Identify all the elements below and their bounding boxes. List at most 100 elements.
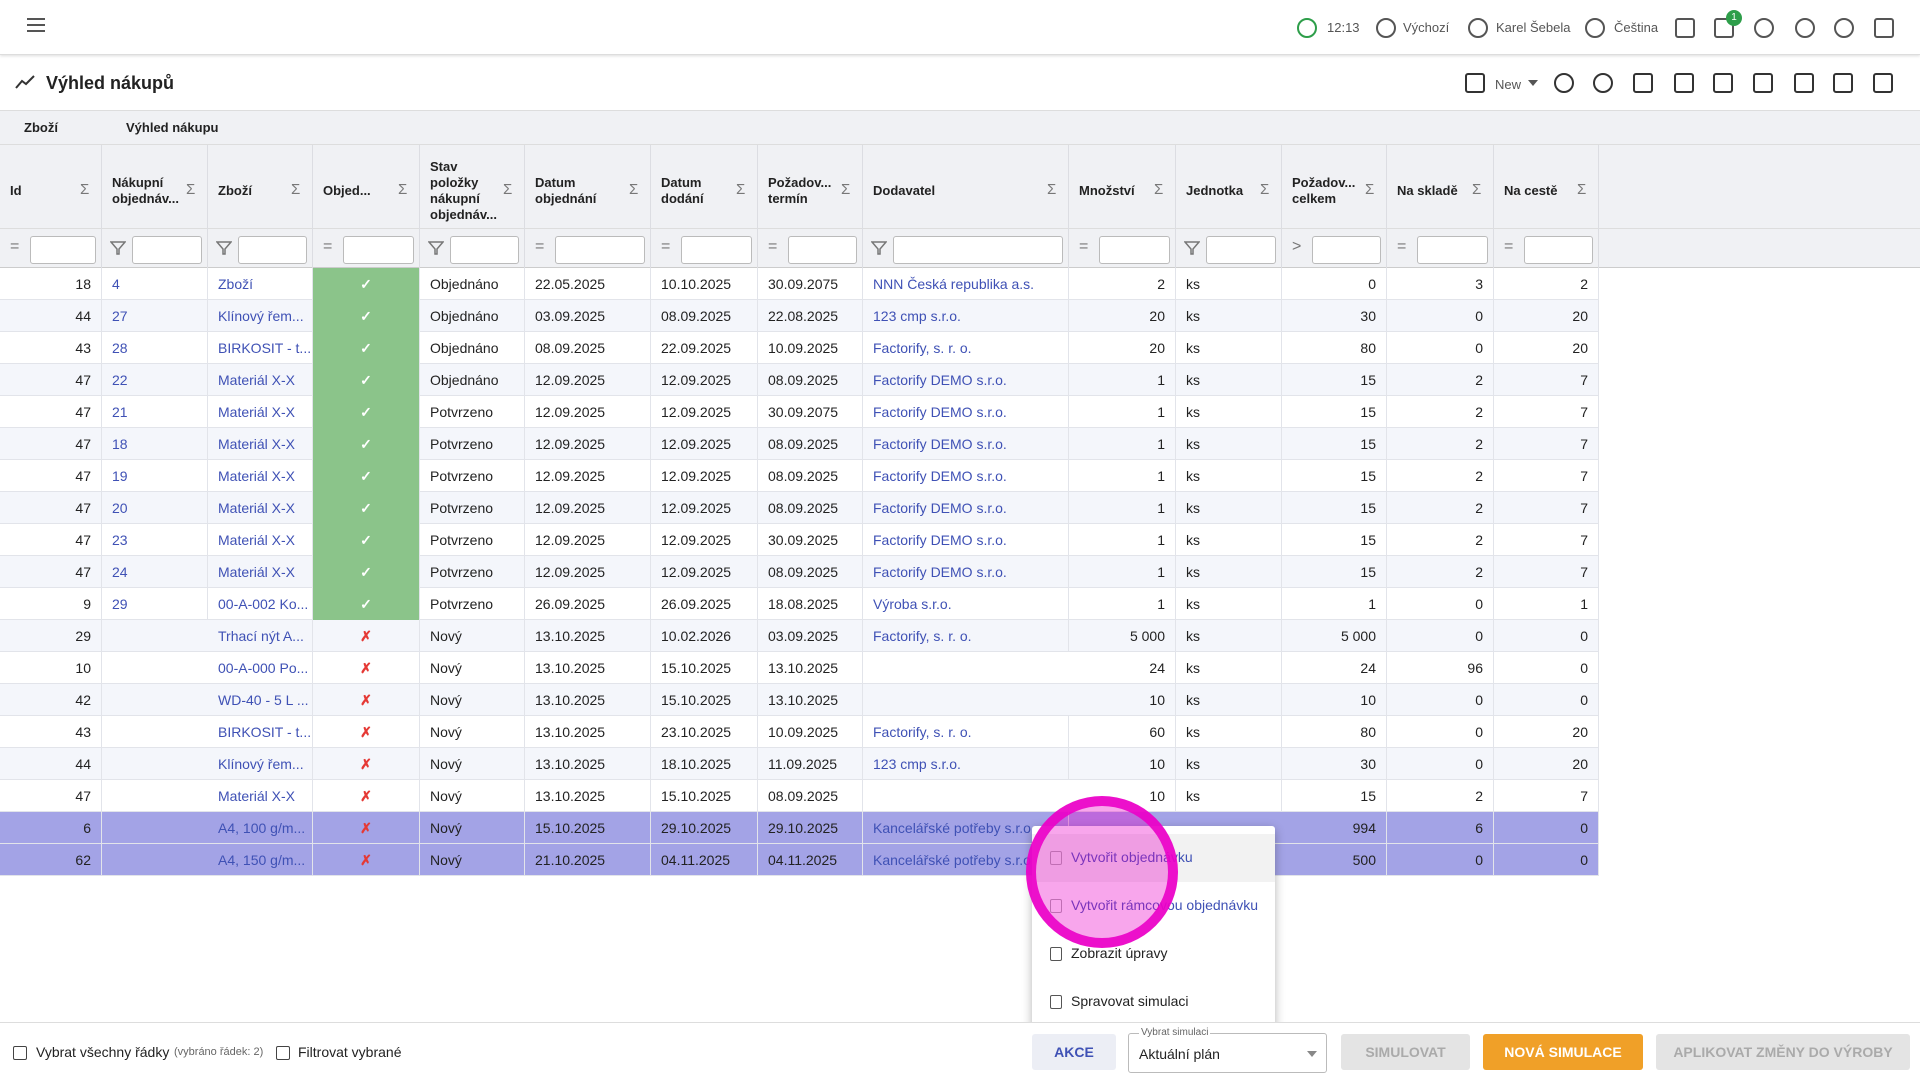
filter-input[interactable] bbox=[681, 236, 752, 264]
cell[interactable]: Klínový řem... bbox=[208, 748, 313, 780]
cell[interactable]: Klínový řem... bbox=[208, 300, 313, 332]
column-title[interactable]: Nákupní objednáv... bbox=[112, 159, 182, 223]
table-row[interactable]: 4718Materiál X-X✓Potvrzeno12.09.202512.0… bbox=[0, 428, 1599, 460]
reset-button[interactable] bbox=[1593, 73, 1613, 93]
print-button[interactable] bbox=[1873, 73, 1893, 93]
cell[interactable]: 19 bbox=[102, 460, 208, 492]
filter-input[interactable] bbox=[1206, 236, 1276, 264]
cell[interactable]: NNN Česká republika a.s. bbox=[863, 268, 1069, 300]
filter-input[interactable] bbox=[132, 236, 202, 264]
table-row[interactable]: 4722Materiál X-X✓Objednáno12.09.202512.0… bbox=[0, 364, 1599, 396]
table-row[interactable]: 42WD-40 - 5 L ...✗Nový13.10.202515.10.20… bbox=[0, 684, 1599, 716]
column-title[interactable]: Požadov... celkem bbox=[1292, 159, 1361, 223]
select-all[interactable]: Vybrat všechny řádky bbox=[36, 1044, 169, 1060]
column-title[interactable]: Datum objednání bbox=[535, 159, 625, 223]
help-button[interactable] bbox=[1795, 18, 1815, 38]
table-row[interactable]: 29Trhací nýt A...✗Nový13.10.202510.02.20… bbox=[0, 620, 1599, 652]
cell[interactable]: Materiál X-X bbox=[208, 556, 313, 588]
simulate-button[interactable]: SIMULOVAT bbox=[1341, 1034, 1470, 1070]
cell[interactable]: WD-40 - 5 L ... bbox=[208, 684, 313, 716]
table-row[interactable]: 47Materiál X-X✗Nový13.10.202515.10.20250… bbox=[0, 780, 1599, 812]
cell[interactable]: Materiál X-X bbox=[208, 460, 313, 492]
table-row[interactable]: 4724Materiál X-X✓Potvrzeno12.09.202512.0… bbox=[0, 556, 1599, 588]
cell[interactable]: 22 bbox=[102, 364, 208, 396]
cell[interactable]: Factorify, s. r. o. bbox=[863, 716, 1069, 748]
filter-input[interactable] bbox=[343, 236, 414, 264]
actions-button[interactable]: AKCE bbox=[1032, 1034, 1116, 1070]
layout-button[interactable] bbox=[1713, 73, 1733, 93]
table-row[interactable]: 6A4, 100 g/m...✗Nový15.10.202529.10.2025… bbox=[0, 812, 1599, 844]
table-row[interactable]: 4427Klínový řem...✓Objednáno03.09.202508… bbox=[0, 300, 1599, 332]
cell[interactable]: Materiál X-X bbox=[208, 364, 313, 396]
language[interactable]: Čeština bbox=[1614, 20, 1658, 35]
cell[interactable]: 24 bbox=[102, 556, 208, 588]
apply-button[interactable]: APLIKOVAT ZMĚNY DO VÝROBY bbox=[1656, 1034, 1910, 1070]
column-title[interactable]: Datum dodání bbox=[661, 159, 732, 223]
logout-button[interactable] bbox=[1874, 18, 1894, 38]
cell[interactable]: Materiál X-X bbox=[208, 524, 313, 556]
table-row[interactable]: 44Klínový řem...✗Nový13.10.202518.10.202… bbox=[0, 748, 1599, 780]
table-row[interactable]: 4720Materiál X-X✓Potvrzeno12.09.202512.0… bbox=[0, 492, 1599, 524]
cell[interactable]: Factorify DEMO s.r.o. bbox=[863, 364, 1069, 396]
column-title[interactable]: Požadov... termín bbox=[768, 159, 837, 223]
view-select[interactable]: New bbox=[1495, 77, 1521, 92]
cell[interactable]: Materiál X-X bbox=[208, 780, 313, 812]
cell[interactable]: 20 bbox=[102, 492, 208, 524]
column-title[interactable]: Na skladě bbox=[1397, 159, 1468, 223]
menu-item[interactable]: Spravovat simulaci bbox=[1032, 978, 1275, 1026]
cell[interactable]: BIRKOSIT - t... bbox=[208, 716, 313, 748]
table-row[interactable]: 4721Materiál X-X✓Potvrzeno12.09.202512.0… bbox=[0, 396, 1599, 428]
cell[interactable]: BIRKOSIT - t... bbox=[208, 332, 313, 364]
cell[interactable]: 21 bbox=[102, 396, 208, 428]
filter-selected[interactable]: Filtrovat vybrané bbox=[298, 1044, 401, 1060]
cell[interactable]: 18 bbox=[102, 428, 208, 460]
cell[interactable]: Factorify DEMO s.r.o. bbox=[863, 428, 1069, 460]
filter-input[interactable] bbox=[1099, 236, 1170, 264]
cell[interactable]: Zboží bbox=[208, 268, 313, 300]
table-row[interactable]: 62A4, 150 g/m...✗Nový21.10.202504.11.202… bbox=[0, 844, 1599, 876]
cell[interactable]: Factorify DEMO s.r.o. bbox=[863, 524, 1069, 556]
filter-input[interactable] bbox=[30, 236, 96, 264]
filter-input[interactable] bbox=[1312, 236, 1381, 264]
cell[interactable]: A4, 100 g/m... bbox=[208, 812, 313, 844]
cell[interactable]: 27 bbox=[102, 300, 208, 332]
filter-input[interactable] bbox=[1417, 236, 1488, 264]
column-title[interactable]: Id bbox=[10, 159, 76, 223]
delete-button[interactable] bbox=[1633, 73, 1653, 93]
simulation-select[interactable]: Vybrat simulaci Aktuální plán bbox=[1128, 1033, 1327, 1073]
cell[interactable]: 00-A-000 Po... bbox=[208, 652, 313, 684]
filter-input[interactable] bbox=[788, 236, 857, 264]
menu-button[interactable] bbox=[27, 18, 45, 32]
table-row[interactable]: 4328BIRKOSIT - t...✓Objednáno08.09.20252… bbox=[0, 332, 1599, 364]
new-simulation-button[interactable]: NOVÁ SIMULACE bbox=[1483, 1034, 1643, 1070]
cell[interactable]: 23 bbox=[102, 524, 208, 556]
filter-input[interactable] bbox=[1524, 236, 1593, 264]
table-row[interactable]: 92900-A-002 Ko...✓Potvrzeno26.09.202526.… bbox=[0, 588, 1599, 620]
cell[interactable]: Factorify, s. r. o. bbox=[863, 620, 1069, 652]
cell[interactable]: A4, 150 g/m... bbox=[208, 844, 313, 876]
cell[interactable]: Materiál X-X bbox=[208, 492, 313, 524]
columns-button[interactable] bbox=[1674, 73, 1694, 93]
checkbox[interactable] bbox=[276, 1046, 290, 1060]
cell[interactable]: Materiál X-X bbox=[208, 396, 313, 428]
column-title[interactable]: Objed... bbox=[323, 159, 394, 223]
profile[interactable]: Výchozí bbox=[1403, 20, 1449, 35]
cell[interactable]: Factorify DEMO s.r.o. bbox=[863, 460, 1069, 492]
checkbox[interactable] bbox=[13, 1046, 27, 1060]
column-title[interactable]: Dodavatel bbox=[873, 159, 1043, 223]
cell[interactable]: 29 bbox=[102, 588, 208, 620]
download-button[interactable] bbox=[1833, 73, 1853, 93]
cell[interactable]: Výroba s.r.o. bbox=[863, 588, 1069, 620]
cell[interactable]: 28 bbox=[102, 332, 208, 364]
cell[interactable]: Factorify DEMO s.r.o. bbox=[863, 492, 1069, 524]
table-row[interactable]: 4719Materiál X-X✓Potvrzeno12.09.202512.0… bbox=[0, 460, 1599, 492]
column-title[interactable]: Množství bbox=[1079, 159, 1150, 223]
cell[interactable]: Trhací nýt A... bbox=[208, 620, 313, 652]
column-title[interactable]: Na cestě bbox=[1504, 159, 1573, 223]
settings-button[interactable] bbox=[1554, 73, 1574, 93]
cell[interactable]: Materiál X-X bbox=[208, 428, 313, 460]
fit-button[interactable] bbox=[1753, 73, 1773, 93]
user[interactable]: Karel Šebela bbox=[1496, 20, 1570, 35]
table-row[interactable]: 4723Materiál X-X✓Potvrzeno12.09.202512.0… bbox=[0, 524, 1599, 556]
filter-input[interactable] bbox=[893, 236, 1063, 264]
